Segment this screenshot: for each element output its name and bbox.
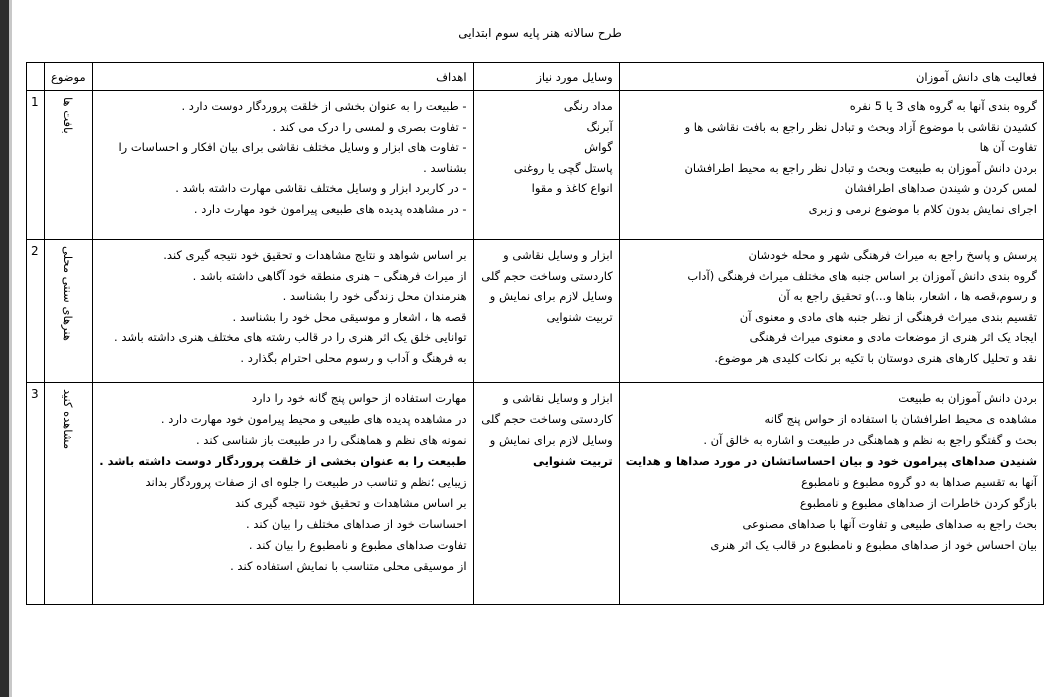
header-tools: وسایل مورد نیاز: [472, 62, 620, 91]
goals-line: بشناسد .: [423, 160, 467, 175]
subject-cell: مشاهده کنید: [43, 382, 93, 605]
tools-line: وسایل لازم برای نمایش و: [489, 433, 613, 447]
activities-line: تقسیم بندی میراث فرهنگی از نظر جنبه های …: [739, 309, 1037, 324]
goals-line: در مشاهده پدیده های طبیعی و محیط پیرامون…: [160, 412, 467, 426]
tools-cell: ابزار و وسایل نقاشی و کاردستی وساخت حجم گ…: [472, 382, 620, 605]
row-number: 1: [26, 90, 45, 240]
activities-line: کشیدن نقاشی با موضوع آزاد وبحث و تبادل ن…: [684, 119, 1037, 134]
goals-line: تفاوت صداهای مطبوع و نامطبوع را بیان کند…: [248, 538, 467, 552]
annual-plan-table: فعالیت های دانش آموزان وسایل مورد نیاز ا…: [26, 62, 1045, 605]
tools-cell: مداد رنگی آبرنگ گواش پاستل گچی یا روغنی انوا…: [472, 90, 620, 240]
goals-line: از موسیقی محلی متناسب با نمایش استفاده ک…: [230, 559, 467, 573]
goals-line: بر اساس مشاهدات و تحقیق خود نتیجه گیری ک…: [235, 496, 467, 510]
activities-line: پرسش و پاسخ راجع به میراث فرهنگی شهر و م…: [748, 248, 1037, 262]
goals-line: از میراث فرهنگی – هنری منطقه خود آگاهی د…: [192, 268, 467, 283]
goals-line: مهارت استفاده از حواس پنج گانه خود را دا…: [251, 391, 467, 405]
activities-cell: بردن دانش آموزان به طبیعت مشاهده ی محیط ا…: [618, 382, 1045, 605]
subject-label: مشاهده کنید: [61, 389, 76, 450]
goals-line: احساسات خود از صداهای مختلف را بیان کند …: [246, 517, 467, 531]
table-row: گروه بندی آنها به گروه های 3 یا 5 نفره کش…: [26, 90, 1045, 240]
tools-line: انواع کاغذ و مقوا: [531, 181, 613, 195]
activities-line: بازگو کردن خاطرات از صداهای مطبوع و نامط…: [799, 496, 1037, 510]
activities-line: بحث راجع به صداهای طبیعی و تفاوت آنها با…: [742, 517, 1037, 531]
tools-line: پاستل گچی یا روغنی: [513, 160, 613, 175]
subject-label: هنرهای سنتی محلی: [61, 246, 76, 341]
row-number: 2: [26, 239, 45, 383]
activities-line: بحث و گفتگو راجع به نظم و هماهنگی در طبی…: [703, 433, 1037, 447]
tools-line: تربیت شنوایی: [546, 309, 613, 324]
subject-cell: هنرهای سنتی محلی: [43, 239, 93, 383]
goals-cell: بر اساس شواهد و نتایج مشاهدات و تحقیق خو…: [91, 239, 474, 383]
tools-line: تربیت شنوایی: [532, 454, 613, 468]
goals-line: زیبایی ؛نظم و تناسب در طبیعت را جلوه ای …: [145, 475, 467, 489]
goals-cell: - طبیعت را به عنوان بخشی از خلقت پروردگا…: [91, 90, 474, 240]
header-number: [26, 62, 45, 91]
activities-line: لمس کردن و شیندن صداهای اطرافشان: [844, 181, 1037, 195]
goals-line: - تفاوت بصری و لمسی را درک می کند .: [272, 119, 467, 134]
activities-line: گروه بندی دانش آموزان بر اساس جنبه های م…: [687, 268, 1037, 283]
activities-line: ایجاد یک اثر هنری از موضعات مادی و معنوی…: [749, 330, 1037, 344]
goals-line: طبیعت را به عنوان بخشی از خلقت پروردگار …: [99, 454, 467, 468]
goals-line: - در مشاهده پدیده های طبیعی پیرامون خود …: [193, 201, 467, 216]
table-row: بردن دانش آموزان به طبیعت مشاهده ی محیط ا…: [26, 382, 1045, 605]
header-goals: اهداف: [91, 62, 474, 91]
activities-line: مشاهده ی محیط اطرافشان با استفاده از حوا…: [764, 412, 1037, 426]
tools-line: کاردستی وساخت حجم گلی: [481, 412, 613, 426]
tools-line: آبرنگ: [586, 119, 613, 134]
tools-line: وسایل لازم برای نمایش و: [489, 289, 613, 303]
activities-line: شنیدن صداهای پیرامون خود و بیان احساساتش…: [625, 454, 1037, 468]
activities-line: بردن دانش آموزان به طبیعت وبحث و تبادل ن…: [684, 160, 1037, 175]
goals-line: قصه ها ، اشعار و موسیقی محل خود را بشناس…: [232, 309, 467, 324]
goals-line: نمونه های نظم و هماهنگی را در طبیعت باز …: [196, 433, 467, 447]
goals-line: - در کاربرد ابزار و وسایل مختلف نقاشی مه…: [175, 181, 467, 195]
header-subject: موضوع: [43, 62, 93, 91]
tools-line: ابزار و وسایل نقاشی و: [503, 248, 613, 262]
activities-line: و رسوم،قصه ها ، اشعار، بناها و...)و تحقی…: [778, 289, 1037, 303]
activities-line: نقد و تحلیل کارهای هنری دوستان با تکیه ب…: [714, 350, 1037, 365]
tools-line: کاردستی وساخت حجم گلی: [481, 268, 613, 283]
tools-line: ابزار و وسایل نقاشی و: [503, 391, 613, 405]
viewer-sidebar-edge: [0, 0, 9, 697]
viewer-sidebar-border: [9, 0, 12, 697]
tools-line: مداد رنگی: [563, 99, 613, 113]
table-header-row: فعالیت های دانش آموزان وسایل مورد نیاز ا…: [26, 62, 1045, 91]
goals-cell: مهارت استفاده از حواس پنج گانه خود را دا…: [91, 382, 474, 605]
table-row: پرسش و پاسخ راجع به میراث فرهنگی شهر و م…: [26, 239, 1045, 383]
tools-line: گواش: [584, 140, 613, 154]
goals-line: - تفاوت های ابزار و وسایل مختلف نقاشی بر…: [118, 140, 467, 154]
activities-line: آنها به تقسیم صداها به دو گروه مطبوع و ن…: [801, 475, 1037, 489]
subject-cell: بافت ها: [43, 90, 93, 240]
activities-cell: پرسش و پاسخ راجع به میراث فرهنگی شهر و م…: [618, 239, 1045, 383]
activities-line: تفاوت آن ها: [979, 140, 1037, 154]
tools-cell: ابزار و وسایل نقاشی و کاردستی وساخت حجم گ…: [472, 239, 620, 383]
activities-line: گروه بندی آنها به گروه های 3 یا 5 نفره: [849, 99, 1037, 113]
goals-line: - طبیعت را به عنوان بخشی از خلقت پروردگا…: [181, 99, 467, 113]
goals-line: بر اساس شواهد و نتایج مشاهدات و تحقیق خو…: [163, 248, 467, 262]
subject-label: بافت ها: [61, 97, 76, 134]
document-title: طرح سالانه هنر پایه سوم ابتدایی: [458, 26, 622, 40]
activities-line: بردن دانش آموزان به طبیعت: [898, 391, 1037, 405]
activities-cell: گروه بندی آنها به گروه های 3 یا 5 نفره کش…: [618, 90, 1045, 240]
activities-line: بیان احساس خود از صداهای مطبوع و نامطبوع…: [710, 538, 1037, 552]
row-number: 3: [26, 382, 45, 605]
activities-line: اجرای نمایش بدون کلام با موضوع نرمی و زب…: [808, 201, 1037, 216]
goals-line: به فرهنگ و آداب و رسوم محلی احترام بگذار…: [240, 350, 467, 365]
goals-line: توانایی خلق یک اثر هنری را در قالب رشته …: [114, 330, 467, 344]
goals-line: هنرمندان محل زندگی خود را بشناسد .: [282, 289, 467, 303]
header-activities: فعالیت های دانش آموزان: [618, 62, 1045, 91]
